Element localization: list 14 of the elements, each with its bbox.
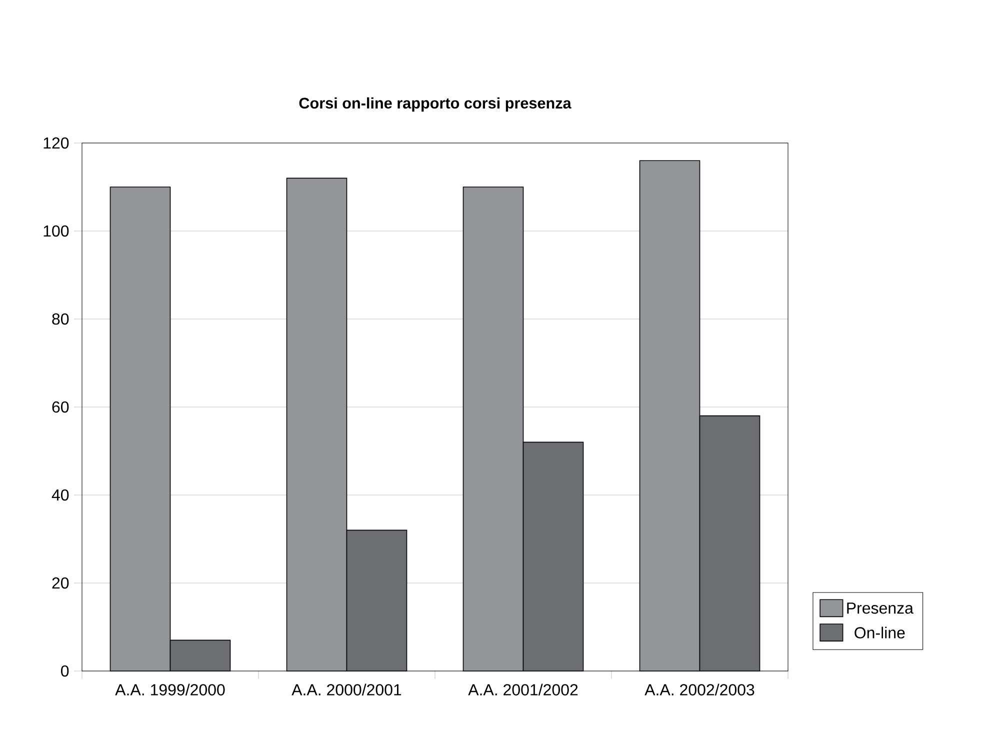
y-tick-label: 0	[61, 665, 69, 677]
x-tick-label: A.A. 2002/2003	[644, 684, 754, 696]
y-tick-label: 80	[52, 313, 69, 325]
x-tick-label: A.A. 2001/2002	[468, 684, 578, 696]
y-tick-label: 60	[52, 401, 69, 413]
y-tick-label: 40	[52, 489, 69, 501]
y-tick-label: 120	[44, 137, 69, 149]
y-tick-label: 20	[52, 577, 69, 589]
x-tick-label: A.A. 1999/2000	[115, 684, 225, 696]
x-tick-label: A.A. 2000/2001	[292, 684, 402, 696]
legend-label: Presenza	[847, 602, 914, 614]
legend-label: On-line	[854, 626, 905, 638]
y-tick-label: 100	[44, 225, 69, 237]
chart-title: Corsi on-line rapporto corsi presenza	[299, 97, 572, 112]
